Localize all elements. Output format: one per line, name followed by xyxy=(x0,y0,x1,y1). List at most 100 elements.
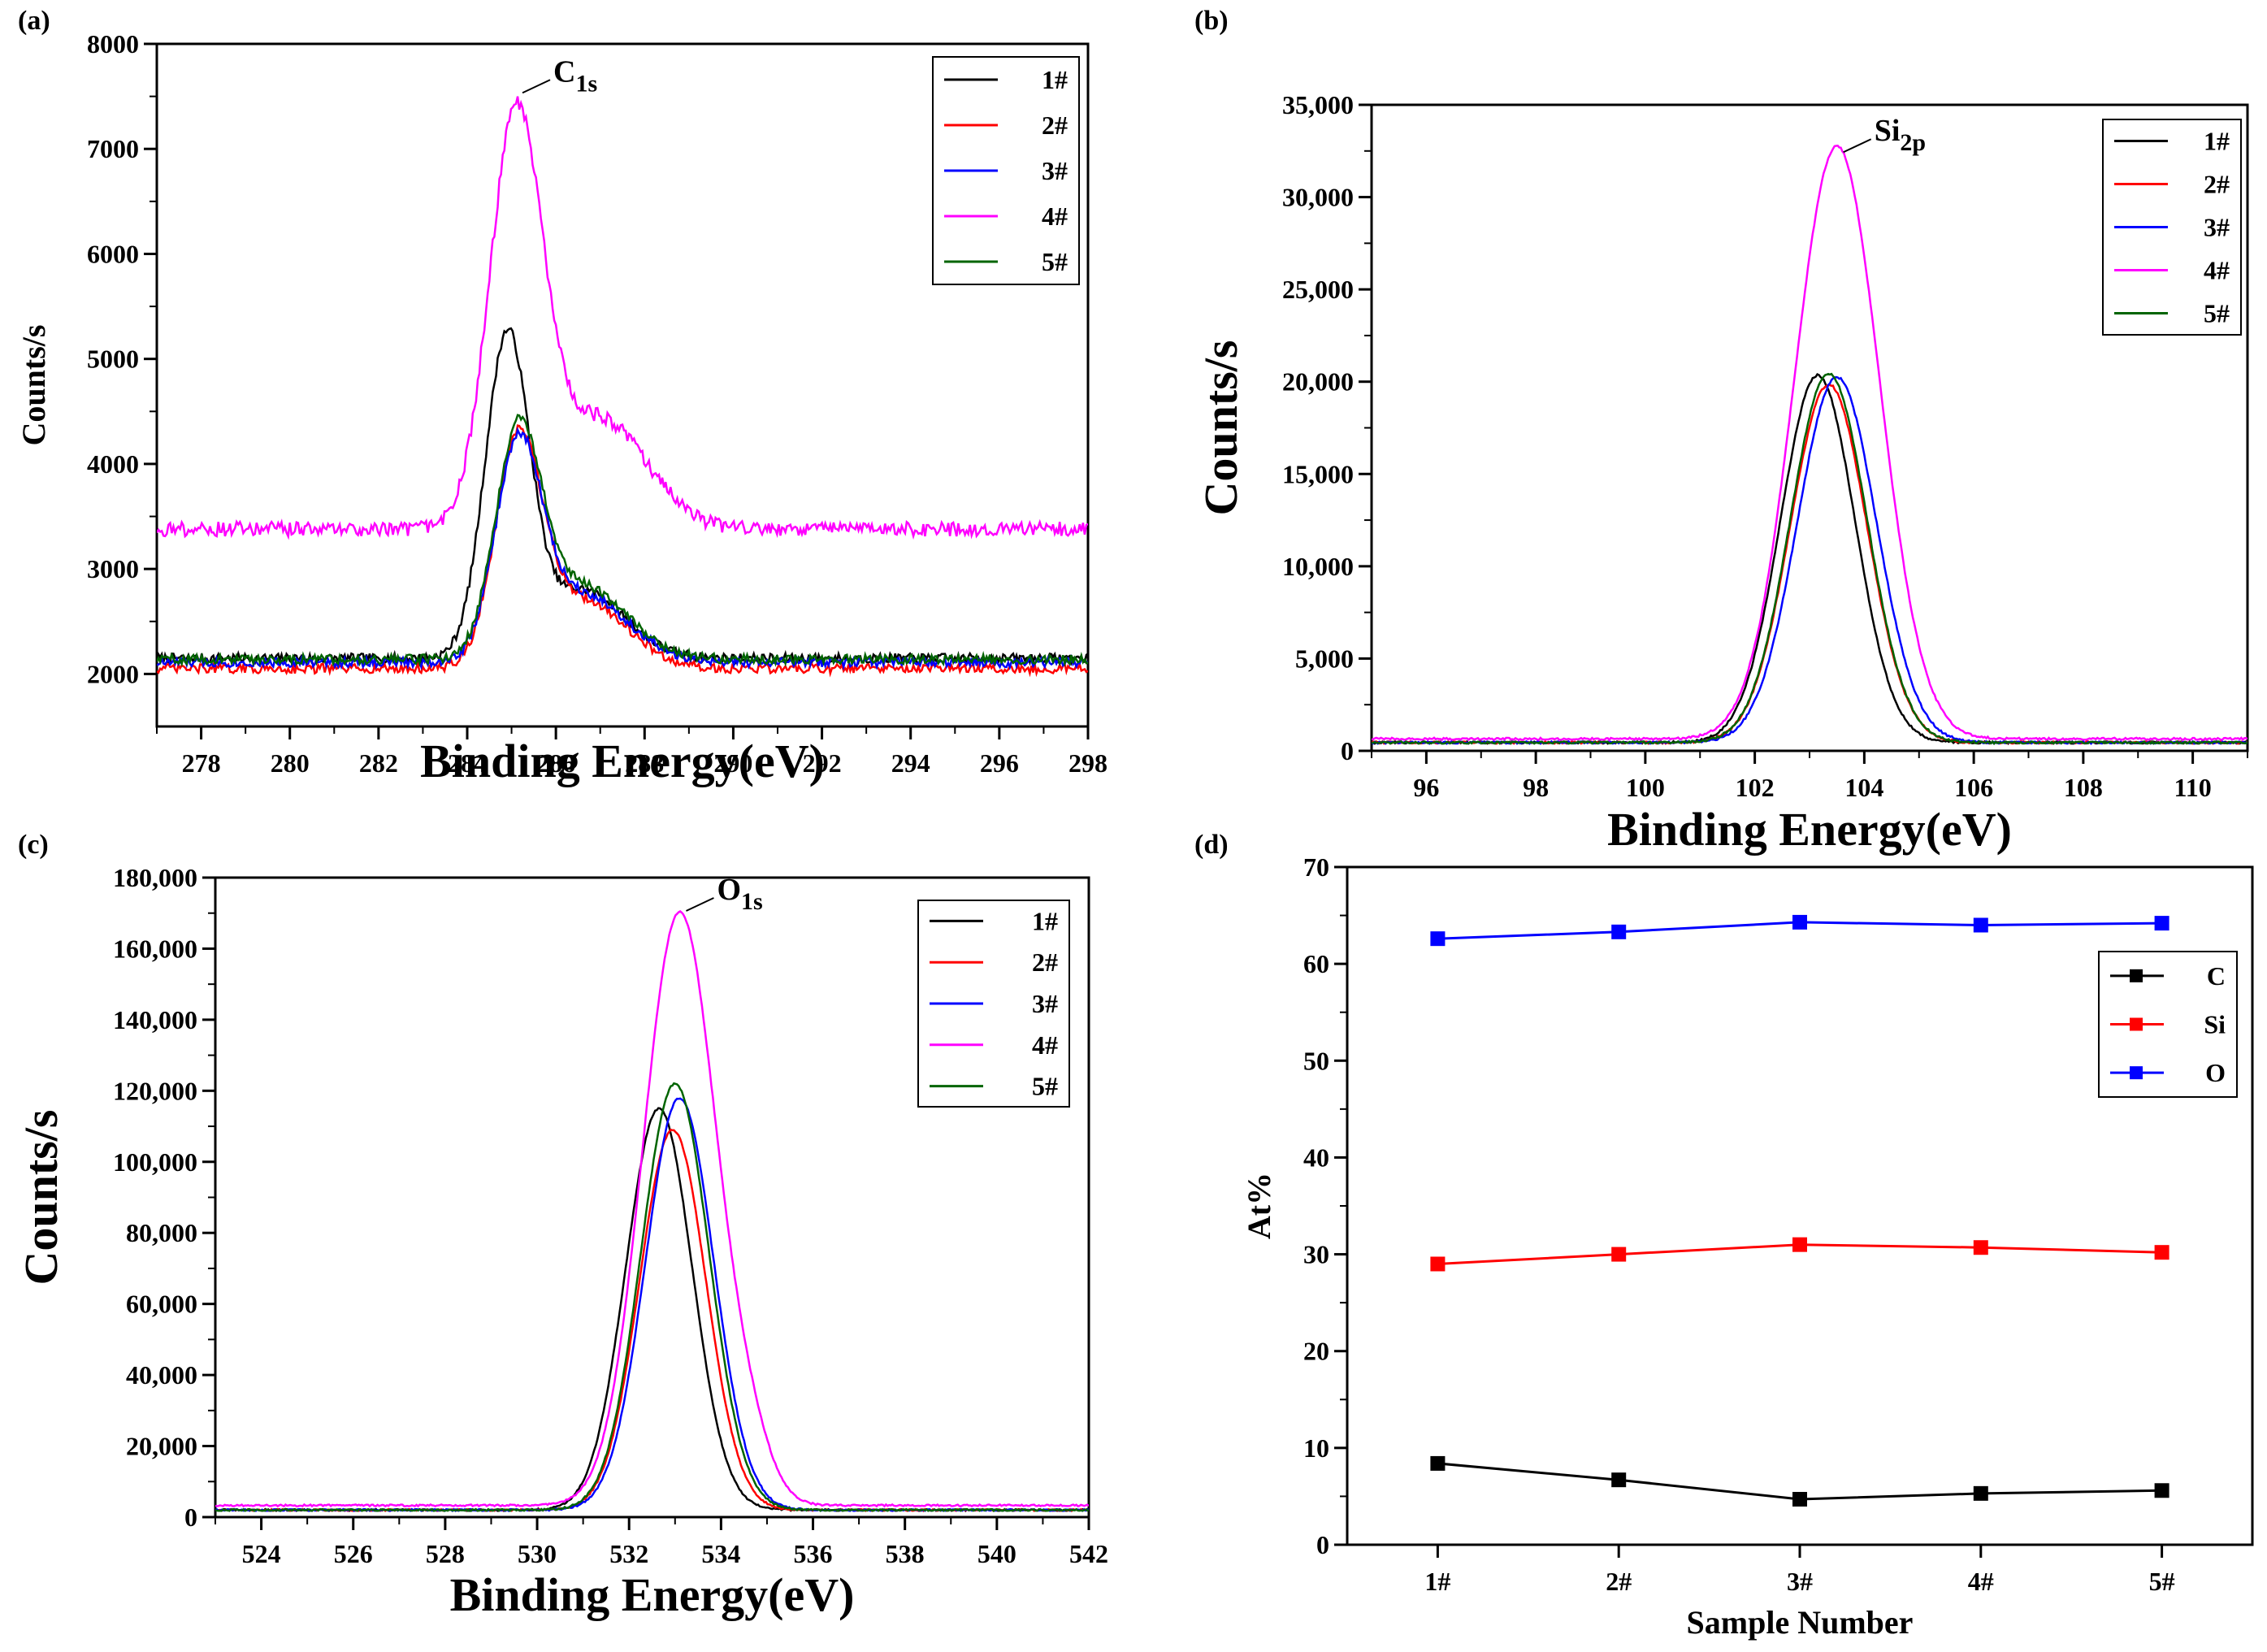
data-point-o xyxy=(1430,931,1446,947)
x-tick-label: 4# xyxy=(1968,1567,1994,1596)
series-line-4 xyxy=(157,96,1088,540)
x-tick-label: 284 xyxy=(448,748,487,778)
x-tick-label: 108 xyxy=(2064,773,2103,802)
x-tick-label: 526 xyxy=(334,1539,373,1568)
data-point-o xyxy=(1611,924,1627,939)
legend-label: C xyxy=(2207,961,2226,991)
series-group xyxy=(1430,914,2169,1507)
panel-label: (d) xyxy=(1194,830,1229,860)
panel-b: (b) 0 5,000 10,000 15,000 20,000 25,000 30,000 3… xyxy=(1194,6,2249,856)
peak-annotation: C1s xyxy=(553,54,597,97)
x-tick-label: 290 xyxy=(713,748,752,778)
x-tick-label: 98 xyxy=(1523,773,1549,802)
panel-label: (b) xyxy=(1194,6,1229,36)
y-tick-label: 5000 xyxy=(87,345,139,374)
annotation-sub: 2p xyxy=(1900,129,1926,156)
panel-a: (a) 2000 3000 4000 5000 6000 7000 8000 278 280 282… xyxy=(15,6,1107,787)
y-tick-label: 0 xyxy=(184,1502,197,1532)
y-tick-label: 160,000 xyxy=(113,934,197,963)
x-tick-label: 5# xyxy=(2149,1567,2175,1596)
peak-annotation: O1s xyxy=(717,873,762,915)
y-tick-label: 80,000 xyxy=(126,1218,197,1247)
x-tick-label: 100 xyxy=(1626,773,1665,802)
y-tick-label: 180,000 xyxy=(113,863,197,892)
y-tick-label: 5,000 xyxy=(1295,644,1354,673)
y-tick-label: 6000 xyxy=(87,239,139,268)
data-point-si xyxy=(2154,1245,2169,1260)
x-axis-title: Binding Energy(eV) xyxy=(450,1568,855,1621)
peak-annotation: Si2p xyxy=(1875,114,1926,156)
y-axis-title: At% xyxy=(1241,1173,1277,1239)
y-axis-title: Counts/s xyxy=(15,325,52,446)
y-tick-label: 2000 xyxy=(87,659,139,688)
annotation-sub: 1s xyxy=(741,888,763,915)
legend-label: Si xyxy=(2204,1010,2226,1039)
y-tick-label: 4000 xyxy=(87,449,139,479)
y-tick-label: 140,000 xyxy=(113,1005,197,1034)
y-tick-label: 10 xyxy=(1303,1433,1329,1463)
y-tick-label: 100,000 xyxy=(113,1147,197,1177)
x-tick-label: 294 xyxy=(891,748,930,778)
series-line-5 xyxy=(1372,372,2247,746)
x-tick-label: 542 xyxy=(1069,1539,1108,1568)
panel-d: (d) 0 10 20 30 40 50 60 70 1# 2# 3# 4# 5# Sample Numbe… xyxy=(1194,830,2254,1641)
y-axis-title: Counts/s xyxy=(1194,340,1247,516)
data-point-c xyxy=(1611,1472,1627,1488)
y-tick-label: 20,000 xyxy=(126,1432,197,1461)
legend-label: 1# xyxy=(1042,65,1068,94)
y-tick-label: 15,000 xyxy=(1282,459,1354,488)
data-point-si xyxy=(1973,1240,1988,1255)
legend: 1# 2# 3# 4# 5# xyxy=(2102,119,2242,336)
x-tick-label: 296 xyxy=(980,748,1019,778)
series-line-4 xyxy=(215,910,1089,1508)
series-line-3 xyxy=(1372,375,2247,746)
data-point-o xyxy=(1973,917,1988,933)
legend-label: 5# xyxy=(2204,299,2230,328)
plot-frame xyxy=(155,42,1090,728)
x-tick-label: 96 xyxy=(1413,773,1439,802)
data-point-si xyxy=(1792,1237,1807,1252)
x-tick-label: 110 xyxy=(2174,773,2212,802)
series-line-5 xyxy=(215,1082,1089,1512)
y-tick-label: 0 xyxy=(1316,1530,1329,1559)
x-tick-label: 540 xyxy=(977,1539,1016,1568)
panel-label: (a) xyxy=(18,6,50,36)
series-line-2 xyxy=(1372,384,2247,745)
y-tick-label: 30 xyxy=(1303,1240,1329,1269)
annotation-label: Si xyxy=(1875,114,1901,148)
y-tick-label: 50 xyxy=(1303,1046,1329,1075)
annotation-label: C xyxy=(553,54,575,89)
legend-label: 4# xyxy=(1042,202,1068,231)
legend-label: 2# xyxy=(1042,111,1068,140)
legend-label: 1# xyxy=(2204,127,2230,156)
legend-label: 3# xyxy=(1032,989,1058,1018)
series-line-5 xyxy=(157,414,1088,668)
data-point-o xyxy=(2154,916,2169,931)
legend: C Si O xyxy=(2098,951,2238,1098)
legend-marker xyxy=(2130,1017,2143,1031)
x-tick-label: 102 xyxy=(1736,773,1775,802)
data-point-c xyxy=(1430,1455,1446,1471)
x-axis-title: Binding Energy(eV) xyxy=(420,735,825,787)
x-tick-label: 288 xyxy=(625,748,664,778)
data-point-c xyxy=(1973,1485,1988,1501)
y-tick-label: 20 xyxy=(1303,1337,1329,1366)
series-line-2 xyxy=(157,424,1088,678)
x-tick-label: 538 xyxy=(886,1539,925,1568)
x-tick-label: 298 xyxy=(1068,748,1107,778)
x-tick-label: 536 xyxy=(794,1539,833,1568)
legend-label: 1# xyxy=(1032,906,1058,935)
panel-c: (c) 0 20,000 40,000 60,000 80,000 100,000 120,0… xyxy=(15,830,1108,1621)
y-tick-label: 120,000 xyxy=(113,1076,197,1105)
y-tick-label: 0 xyxy=(1341,736,1354,765)
x-tick-label: 532 xyxy=(609,1539,648,1568)
x-tick-label: 106 xyxy=(1954,773,1993,802)
x-tick-label: 280 xyxy=(271,748,310,778)
series-line-3 xyxy=(157,427,1088,671)
data-point-c xyxy=(1792,1492,1807,1507)
data-point-c xyxy=(2154,1483,2169,1498)
y-tick-label: 7000 xyxy=(87,134,139,163)
legend-label: 2# xyxy=(2204,170,2230,199)
series-group xyxy=(215,910,1089,1513)
